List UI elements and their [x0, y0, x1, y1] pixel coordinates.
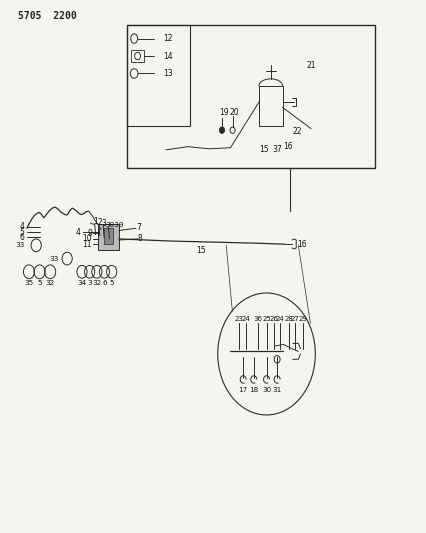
Text: 29: 29: [297, 316, 306, 322]
Text: 5705  2200: 5705 2200: [18, 11, 77, 21]
Text: 35: 35: [24, 280, 34, 286]
Bar: [104, 228, 112, 244]
Text: 2: 2: [97, 218, 102, 227]
Text: 21: 21: [306, 61, 316, 69]
Text: 5: 5: [20, 228, 25, 237]
Text: 11: 11: [83, 240, 92, 249]
Bar: [130, 50, 144, 62]
Text: 15: 15: [258, 146, 268, 155]
Text: 1: 1: [93, 217, 98, 226]
Text: 30: 30: [261, 387, 271, 393]
Circle shape: [219, 127, 224, 133]
Text: 31: 31: [272, 387, 281, 393]
Text: 36: 36: [253, 316, 262, 322]
Text: 6: 6: [102, 280, 106, 286]
Text: 5: 5: [109, 280, 114, 286]
Text: 8: 8: [138, 234, 142, 243]
Text: 33: 33: [50, 255, 59, 262]
Text: 23: 23: [234, 316, 243, 322]
Text: 16: 16: [297, 240, 306, 249]
Bar: [126, 25, 374, 168]
Text: 6: 6: [20, 233, 25, 242]
Text: 32: 32: [46, 280, 55, 286]
Text: 28: 28: [283, 316, 292, 322]
Text: 37: 37: [272, 146, 282, 155]
Text: 3839: 3839: [106, 222, 124, 228]
Text: 7: 7: [135, 223, 141, 232]
Text: 4: 4: [20, 222, 25, 231]
Text: 17: 17: [238, 387, 247, 393]
Text: 3: 3: [101, 219, 106, 228]
Text: 19: 19: [219, 108, 228, 117]
Text: 33: 33: [15, 243, 25, 248]
Text: 26: 26: [269, 316, 278, 322]
Text: 20: 20: [229, 108, 239, 117]
Text: 34: 34: [77, 280, 86, 286]
Text: 24: 24: [275, 316, 284, 322]
Text: 12: 12: [163, 34, 173, 43]
Text: 22: 22: [292, 127, 301, 136]
Text: 24: 24: [241, 316, 250, 322]
Text: 32: 32: [92, 280, 101, 286]
Text: 25: 25: [262, 316, 271, 322]
Bar: [126, 25, 190, 126]
Text: 15: 15: [196, 246, 206, 255]
Text: 3: 3: [87, 280, 92, 286]
Bar: [98, 224, 118, 249]
Text: 10: 10: [82, 235, 92, 244]
Text: 5: 5: [37, 280, 42, 286]
Text: 14: 14: [163, 52, 173, 61]
Text: 4: 4: [76, 228, 81, 237]
Text: 9: 9: [87, 229, 92, 238]
Text: 13: 13: [163, 69, 173, 78]
Text: 16: 16: [283, 142, 292, 151]
Text: 27: 27: [290, 316, 299, 322]
Text: 18: 18: [249, 387, 258, 393]
